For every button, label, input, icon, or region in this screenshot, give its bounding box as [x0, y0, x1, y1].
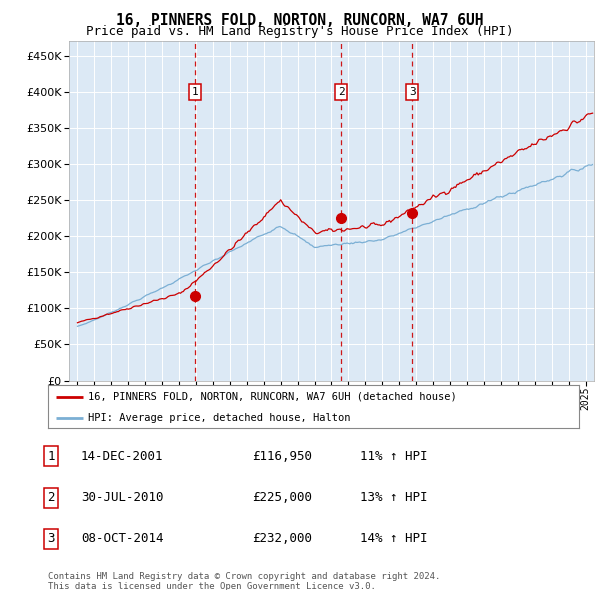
Text: 1: 1: [47, 450, 55, 463]
Text: 14% ↑ HPI: 14% ↑ HPI: [360, 532, 427, 546]
Text: Price paid vs. HM Land Registry's House Price Index (HPI): Price paid vs. HM Land Registry's House …: [86, 25, 514, 38]
Text: £225,000: £225,000: [252, 491, 312, 504]
Text: 16, PINNERS FOLD, NORTON, RUNCORN, WA7 6UH (detached house): 16, PINNERS FOLD, NORTON, RUNCORN, WA7 6…: [88, 392, 457, 402]
Text: 11% ↑ HPI: 11% ↑ HPI: [360, 450, 427, 463]
Text: 13% ↑ HPI: 13% ↑ HPI: [360, 491, 427, 504]
Text: HPI: Average price, detached house, Halton: HPI: Average price, detached house, Halt…: [88, 413, 350, 423]
Text: 08-OCT-2014: 08-OCT-2014: [81, 532, 163, 546]
Text: 2: 2: [47, 491, 55, 504]
Text: 2: 2: [338, 87, 344, 97]
Text: Contains HM Land Registry data © Crown copyright and database right 2024.: Contains HM Land Registry data © Crown c…: [48, 572, 440, 581]
Text: 16, PINNERS FOLD, NORTON, RUNCORN, WA7 6UH: 16, PINNERS FOLD, NORTON, RUNCORN, WA7 6…: [116, 13, 484, 28]
Text: £116,950: £116,950: [252, 450, 312, 463]
Text: 3: 3: [47, 532, 55, 546]
Text: 1: 1: [192, 87, 199, 97]
Text: 14-DEC-2001: 14-DEC-2001: [81, 450, 163, 463]
Text: 3: 3: [409, 87, 416, 97]
Text: £232,000: £232,000: [252, 532, 312, 546]
Text: 30-JUL-2010: 30-JUL-2010: [81, 491, 163, 504]
Text: This data is licensed under the Open Government Licence v3.0.: This data is licensed under the Open Gov…: [48, 582, 376, 590]
